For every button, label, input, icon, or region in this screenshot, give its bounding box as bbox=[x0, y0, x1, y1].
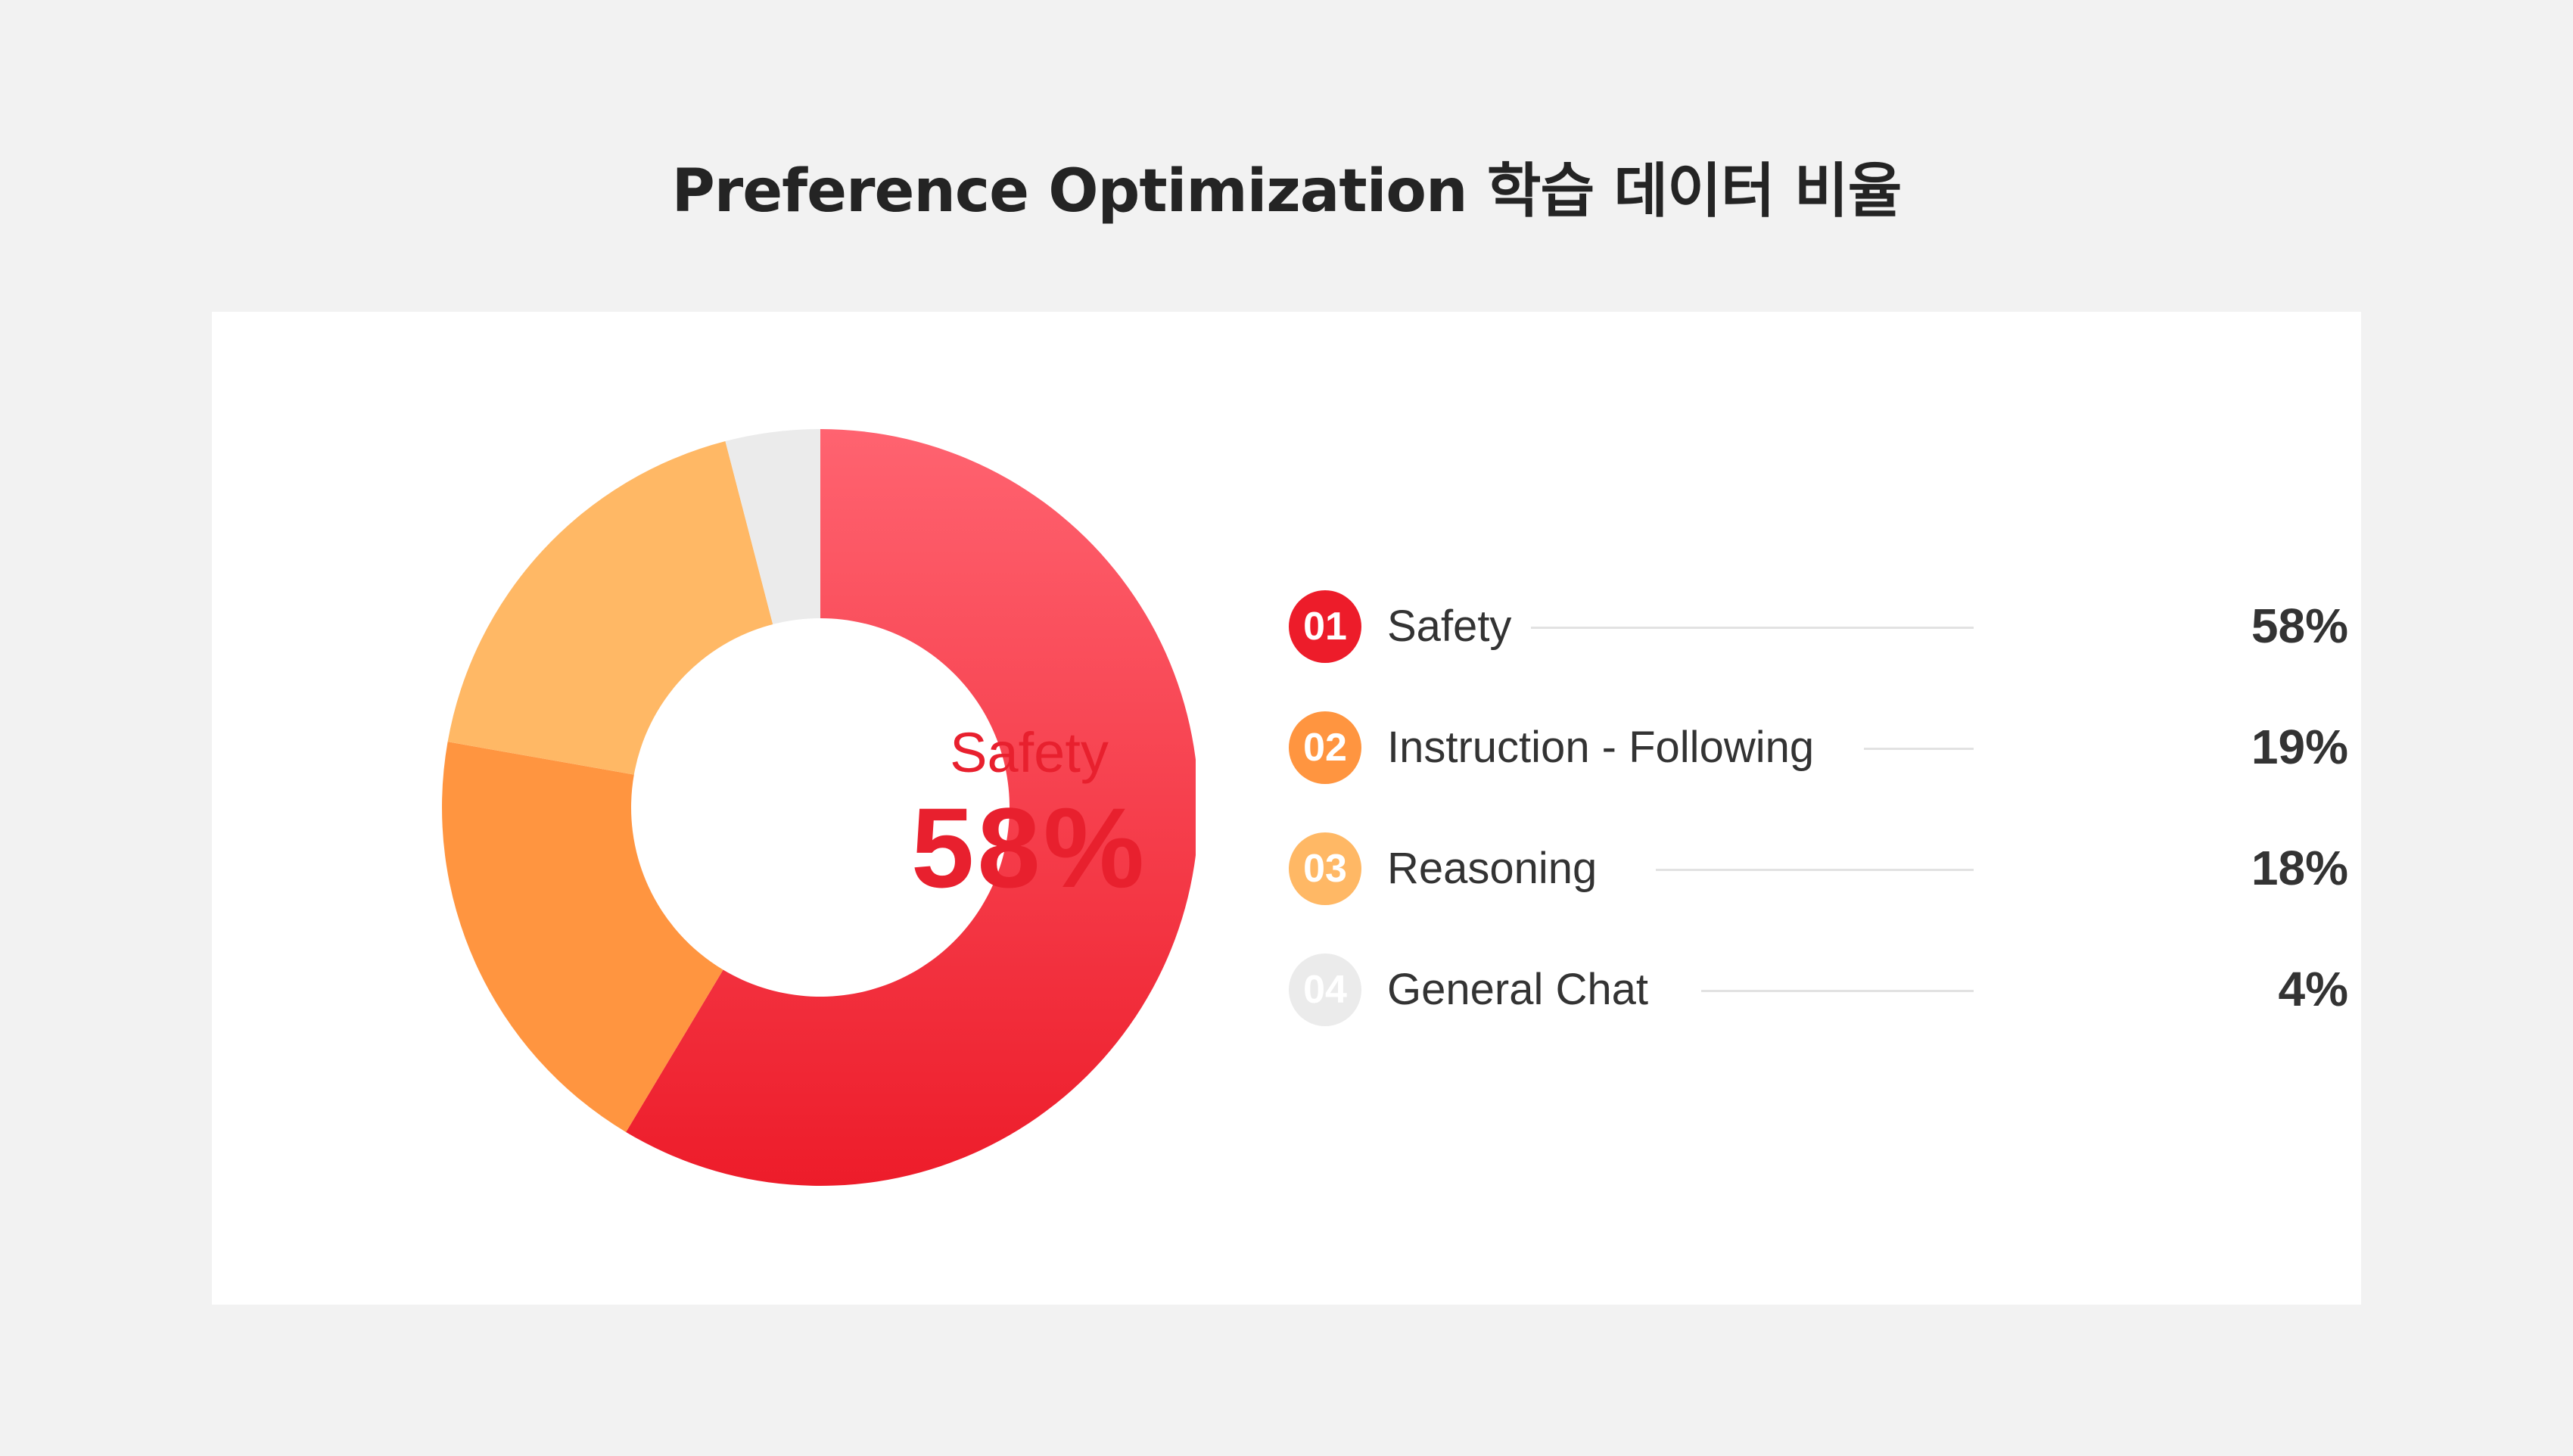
legend-badge: 04 bbox=[1289, 954, 1361, 1026]
legend-item-reasoning: 03 Reasoning 18% bbox=[1289, 832, 2348, 908]
legend-divider bbox=[1864, 748, 1974, 750]
legend-badge: 02 bbox=[1289, 711, 1361, 784]
legend-divider bbox=[1701, 990, 1974, 992]
legend-value: 19% bbox=[2251, 720, 2348, 774]
legend-item-general-chat: 04 General Chat 4% bbox=[1289, 954, 2348, 1029]
legend-label: Safety bbox=[1387, 602, 1512, 651]
center-category-label: Safety bbox=[950, 721, 1109, 784]
legend-value: 4% bbox=[2278, 962, 2349, 1016]
legend-value: 58% bbox=[2251, 599, 2348, 653]
slice-reasoning bbox=[447, 441, 773, 775]
slice-instruction-following bbox=[441, 742, 723, 1132]
chart-card: Safety 58% 01 Safety 58% 02 Instruction … bbox=[212, 312, 2361, 1305]
slice-safety bbox=[626, 429, 1196, 1186]
page-title: Preference Optimization 학습 데이터 비율 bbox=[671, 157, 1903, 226]
legend-badge: 03 bbox=[1289, 832, 1361, 905]
legend-label: Reasoning bbox=[1387, 844, 1598, 893]
donut-chart bbox=[441, 429, 1196, 1186]
legend-value: 18% bbox=[2251, 841, 2348, 895]
center-percentage: 58% bbox=[910, 784, 1148, 911]
legend-badge: 01 bbox=[1289, 590, 1361, 663]
legend-divider bbox=[1656, 869, 1974, 871]
legend-item-safety: 01 Safety 58% bbox=[1289, 590, 2348, 666]
legend-label: General Chat bbox=[1387, 965, 1648, 1014]
legend-label: Instruction - Following bbox=[1387, 723, 1815, 772]
slice-general-chat bbox=[725, 429, 820, 625]
legend-divider bbox=[1531, 627, 1974, 629]
legend-item-instruction-following: 02 Instruction - Following 19% bbox=[1289, 711, 2348, 787]
